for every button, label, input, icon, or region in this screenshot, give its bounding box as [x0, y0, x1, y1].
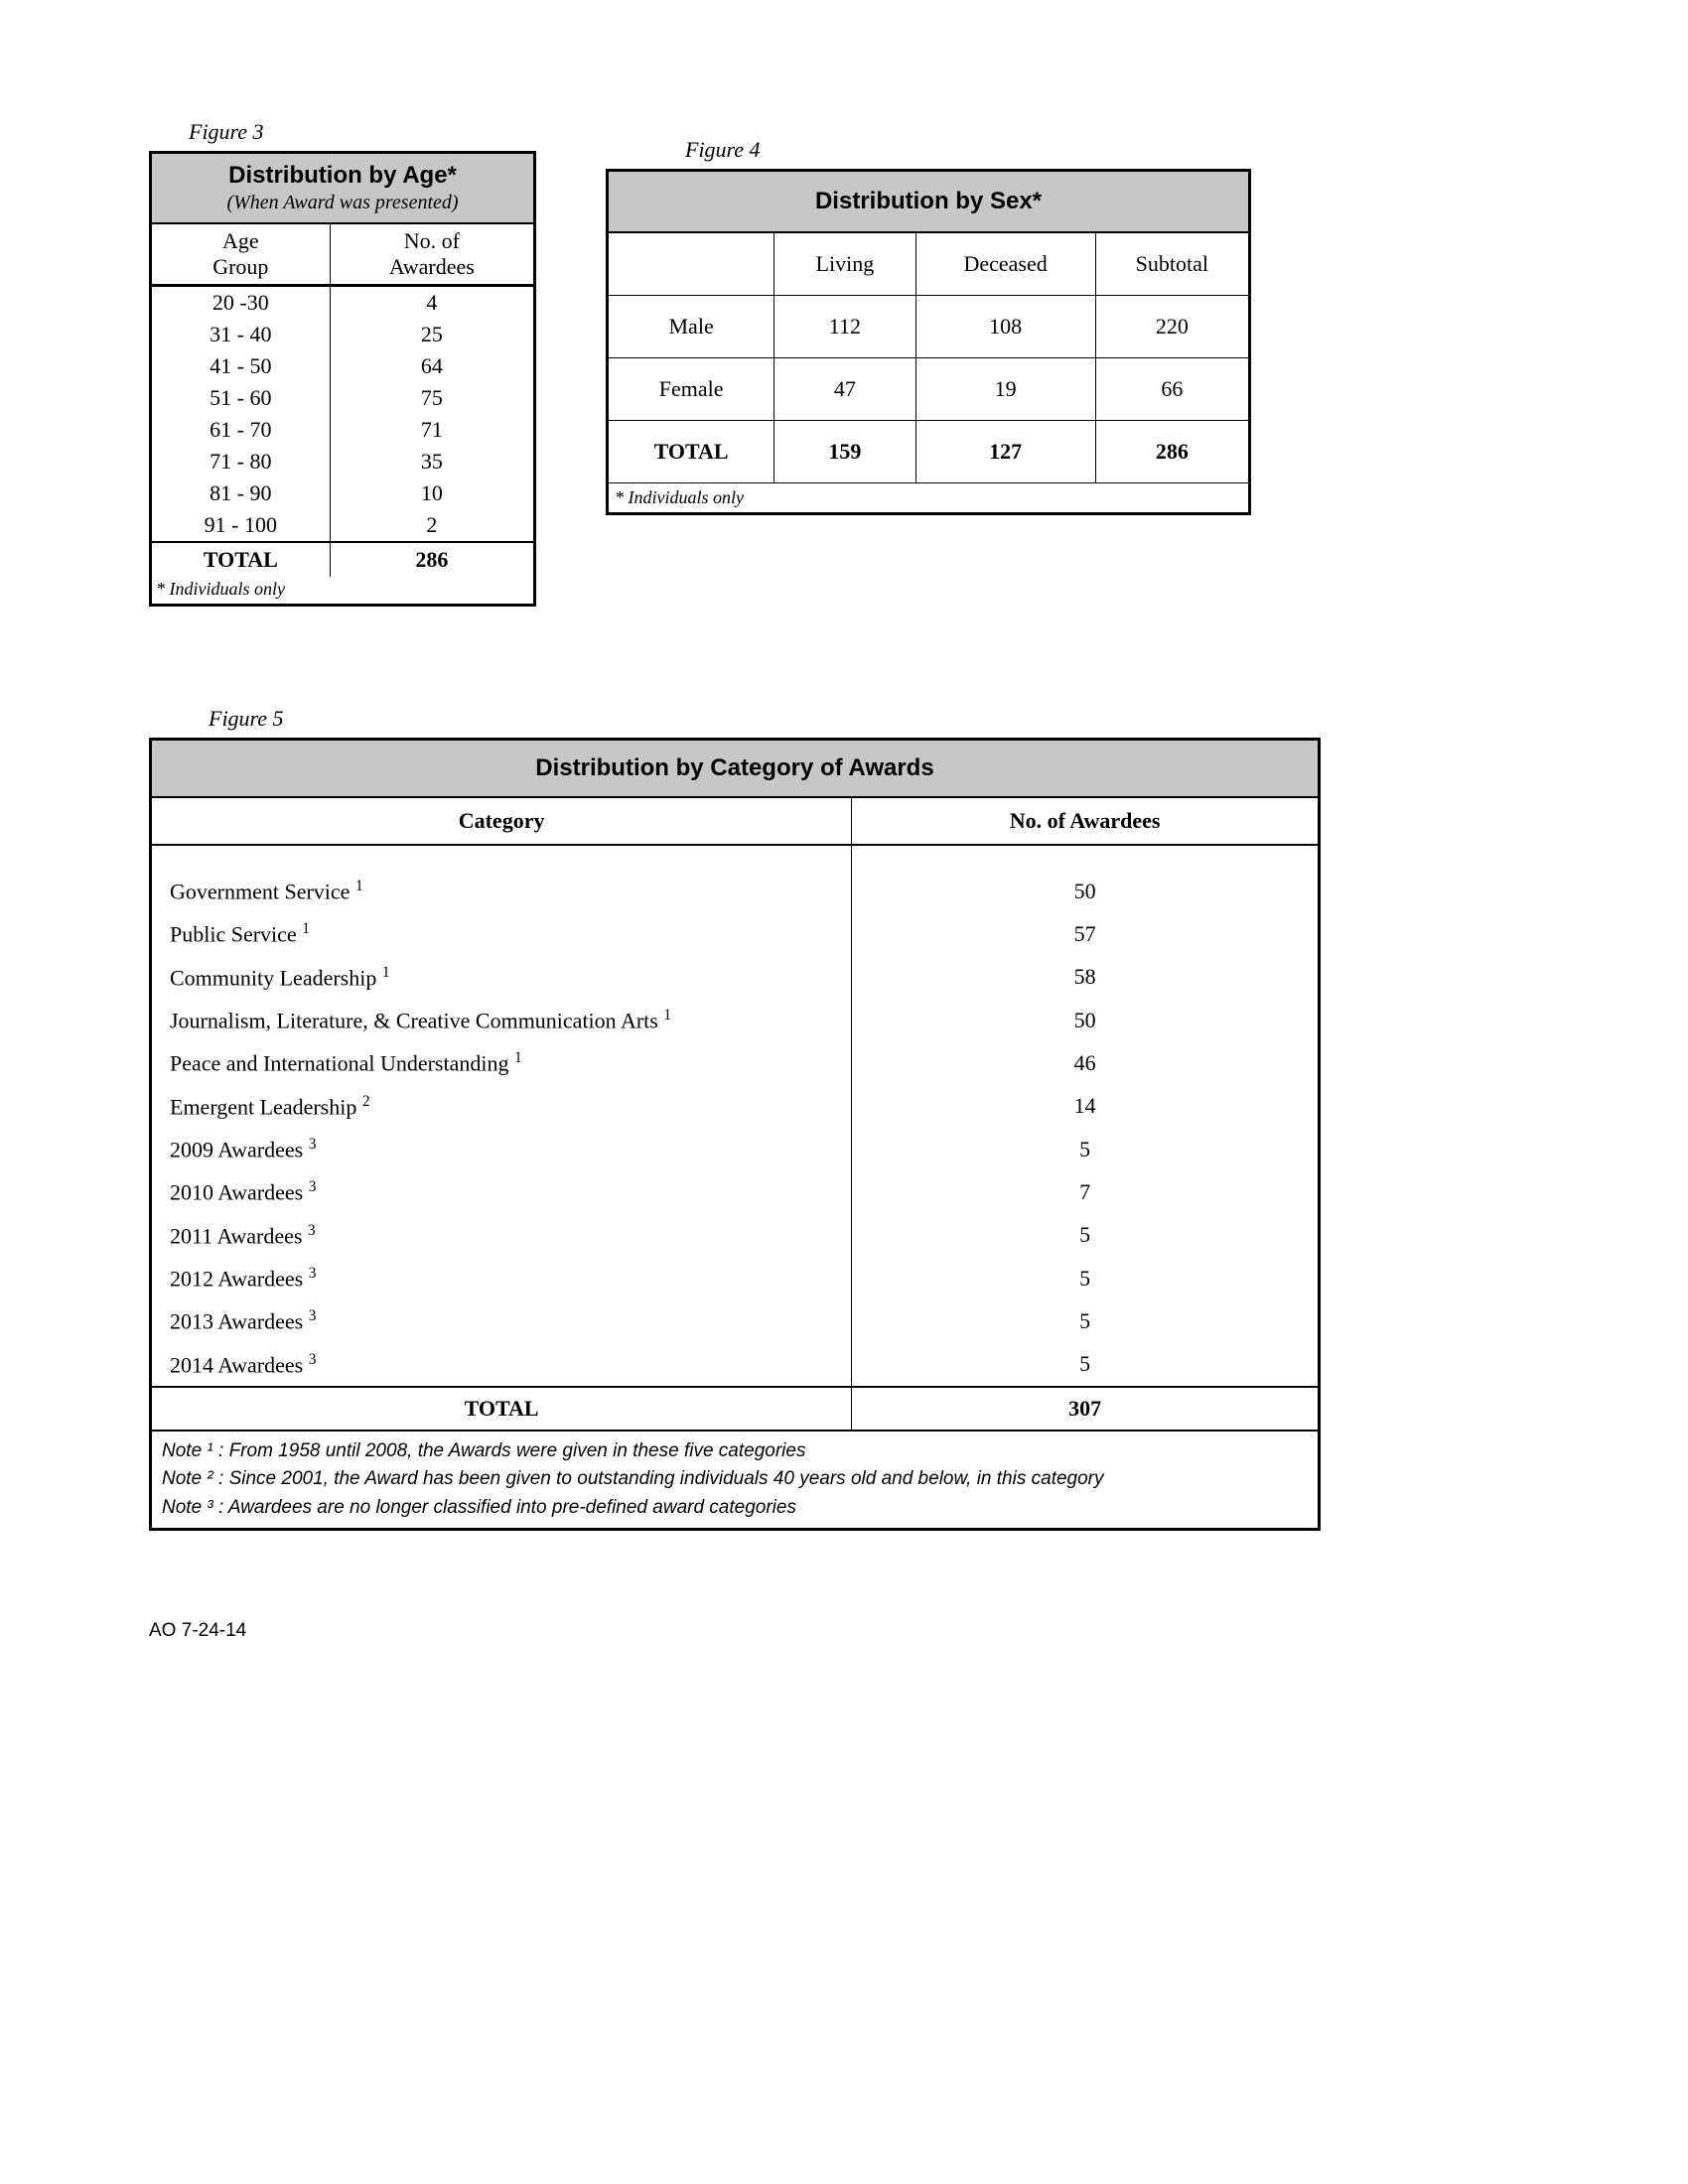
- table-row: Public Service 157: [151, 912, 1320, 955]
- figure4-footnote: * Individuals only: [608, 483, 1250, 514]
- table-row: Peace and International Understanding 14…: [151, 1041, 1320, 1084]
- table-row: 31 - 4025: [151, 319, 535, 350]
- figure5-col-category: Category: [151, 797, 852, 845]
- table-row: 2014 Awardees 35: [151, 1343, 1320, 1387]
- figure3-table: Distribution by Age* (When Award was pre…: [149, 151, 536, 607]
- figure5-note1: Note ¹ : From 1958 until 2008, the Award…: [162, 1437, 1308, 1466]
- table-row: Community Leadership 158: [151, 956, 1320, 999]
- figure5-note2: Note ² : Since 2001, the Award has been …: [162, 1465, 1308, 1494]
- figure4-table: Distribution by Sex* Living Deceased Sub…: [606, 169, 1251, 515]
- figure3-total-label: TOTAL: [151, 542, 331, 577]
- table-row: Government Service 150: [151, 870, 1320, 912]
- figure4-col-subtotal: Subtotal: [1095, 232, 1249, 296]
- figure4-title: Distribution by Sex*: [608, 171, 1250, 233]
- figure3-block: Figure 3 Distribution by Age* (When Awar…: [149, 119, 536, 607]
- figure5-total-value: 307: [852, 1387, 1320, 1431]
- table-row: Female471966: [608, 358, 1250, 421]
- table-row: 71 - 8035: [151, 446, 535, 478]
- figure3-subtitle: (When Award was presented): [151, 192, 535, 223]
- figure3-col2-header: No. of Awardees: [330, 223, 534, 286]
- table-row: 51 - 6075: [151, 382, 535, 414]
- figure5-label: Figure 5: [209, 706, 1539, 732]
- figure3-title: Distribution by Age*: [151, 153, 535, 193]
- table-row: 41 - 5064: [151, 350, 535, 382]
- table-row: Journalism, Literature, & Creative Commu…: [151, 999, 1320, 1041]
- table-row: 2012 Awardees 35: [151, 1257, 1320, 1299]
- figure4-label: Figure 4: [685, 137, 1251, 163]
- figure4-col-living: Living: [774, 232, 915, 296]
- figure5-block: Figure 5 Distribution by Category of Awa…: [149, 706, 1539, 1531]
- figure3-total-value: 286: [330, 542, 534, 577]
- table-row: 81 - 9010: [151, 478, 535, 509]
- figure4-total-label: TOTAL: [608, 421, 774, 483]
- figure3-col1-header: Age Group: [151, 223, 331, 286]
- figure5-title: Distribution by Category of Awards: [151, 740, 1320, 798]
- table-row: 20 -304: [151, 286, 535, 320]
- figure4-total-deceased: 127: [915, 421, 1095, 483]
- figure3-footnote: * Individuals only: [151, 577, 535, 606]
- figure4-col-deceased: Deceased: [915, 232, 1095, 296]
- table-row: 2010 Awardees 37: [151, 1170, 1320, 1213]
- table-row: 91 - 1002: [151, 509, 535, 542]
- table-row: 2013 Awardees 35: [151, 1299, 1320, 1342]
- figure4-block: Figure 4 Distribution by Sex* Living Dec…: [606, 119, 1251, 515]
- figure4-total-subtotal: 286: [1095, 421, 1249, 483]
- figure5-notes: Note ¹ : From 1958 until 2008, the Award…: [151, 1431, 1320, 1530]
- figure4-col-blank: [608, 232, 774, 296]
- table-row: 61 - 7071: [151, 414, 535, 446]
- table-row: Emergent Leadership 214: [151, 1085, 1320, 1128]
- figure5-table: Distribution by Category of Awards Categ…: [149, 738, 1321, 1531]
- table-row: 2009 Awardees 35: [151, 1128, 1320, 1170]
- figure5-total-label: TOTAL: [151, 1387, 852, 1431]
- figure5-col-awardees: No. of Awardees: [852, 797, 1320, 845]
- figure3-label: Figure 3: [189, 119, 536, 145]
- figure4-total-living: 159: [774, 421, 915, 483]
- footer-code: AO 7-24-14: [149, 1620, 1539, 1642]
- figure5-note3: Note ³ : Awardees are no longer classifi…: [162, 1494, 1308, 1523]
- table-row: Male112108220: [608, 296, 1250, 358]
- table-row: 2011 Awardees 35: [151, 1214, 1320, 1257]
